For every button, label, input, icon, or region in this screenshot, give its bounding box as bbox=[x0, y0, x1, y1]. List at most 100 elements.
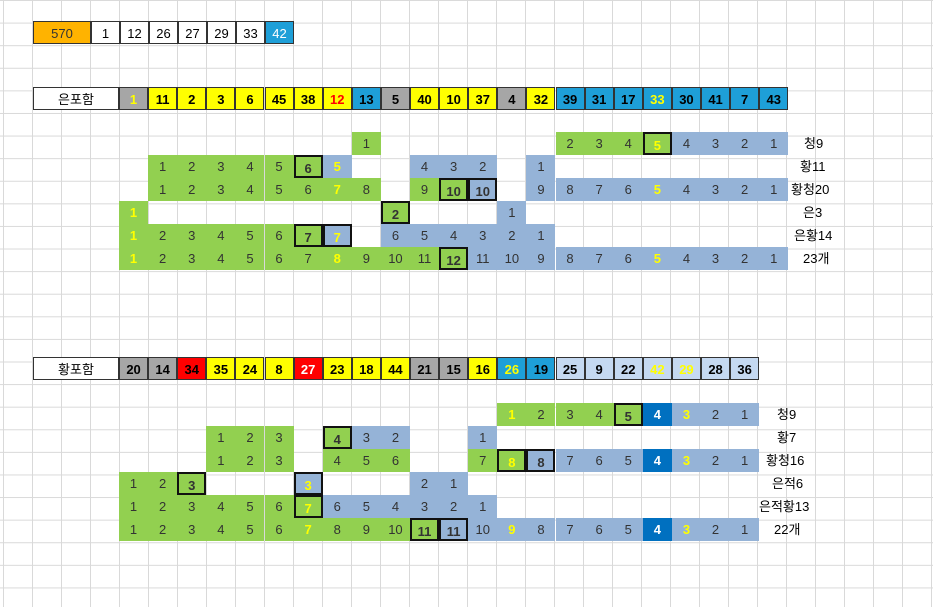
row-label: 청9 bbox=[804, 136, 824, 151]
grid-cell: 2 bbox=[497, 224, 527, 247]
grid-cell: 1 bbox=[497, 201, 527, 224]
number-cell: 23 bbox=[322, 357, 352, 380]
number-cell: 18 bbox=[351, 357, 381, 380]
grid-cell: 5 bbox=[613, 403, 643, 426]
number-cell: 34 bbox=[177, 357, 207, 380]
grid-cell: 4 bbox=[380, 495, 410, 518]
grid-cell: 8 bbox=[526, 518, 556, 541]
number-cell: 3 bbox=[206, 87, 236, 110]
number-cell: 20 bbox=[119, 357, 149, 380]
grid-cell: 3 bbox=[439, 155, 469, 178]
grid-cell: 7 bbox=[322, 178, 352, 201]
grid-cell: 2 bbox=[148, 495, 178, 518]
number-cell: 28 bbox=[701, 357, 731, 380]
grid-cell: 3 bbox=[555, 403, 585, 426]
grid-cell: 11 bbox=[410, 247, 440, 270]
number-cell: 41 bbox=[701, 87, 731, 110]
grid-cell: 1 bbox=[439, 472, 469, 495]
row-label: 은3 bbox=[803, 205, 823, 220]
grid-cell: 2 bbox=[701, 518, 731, 541]
grid-cell: 5 bbox=[322, 155, 352, 178]
grid-cell: 11 bbox=[468, 247, 498, 270]
number-cell: 7 bbox=[730, 87, 760, 110]
grid-cell: 3 bbox=[264, 449, 294, 472]
grid-cell: 8 bbox=[555, 178, 585, 201]
row-label: 은적6 bbox=[772, 476, 804, 491]
number-cell: 16 bbox=[468, 357, 498, 380]
section-label: 황포함 bbox=[33, 357, 119, 380]
grid-cell: 5 bbox=[235, 224, 265, 247]
grid-cell: 3 bbox=[177, 518, 207, 541]
number-cell: 31 bbox=[584, 87, 614, 110]
grid-cell: 9 bbox=[351, 247, 381, 270]
grid-cell: 7 bbox=[293, 518, 323, 541]
grid-cell: 8 bbox=[322, 518, 352, 541]
grid-cell: 4 bbox=[642, 403, 672, 426]
grid-cell: 10 bbox=[380, 247, 410, 270]
grid-cell: 1 bbox=[119, 518, 149, 541]
number-cell: 38 bbox=[293, 87, 323, 110]
grid-cell: 2 bbox=[148, 472, 178, 495]
grid-cell: 4 bbox=[671, 132, 701, 155]
grid-cell: 10 bbox=[468, 518, 498, 541]
grid-cell: 4 bbox=[322, 426, 352, 449]
grid-cell: 1 bbox=[730, 449, 760, 472]
grid-cell: 1 bbox=[468, 426, 498, 449]
grid-cell: 8 bbox=[526, 449, 556, 472]
grid-cell: 6 bbox=[264, 247, 294, 270]
number-cell: 43 bbox=[759, 87, 789, 110]
grid-cell: 3 bbox=[351, 426, 381, 449]
grid-cell: 8 bbox=[497, 449, 527, 472]
grid-cell: 11 bbox=[439, 518, 469, 541]
top-strip-cell: 27 bbox=[178, 21, 207, 44]
grid-cell: 2 bbox=[730, 178, 760, 201]
grid-cell: 1 bbox=[148, 155, 178, 178]
top-strip-cell: 12 bbox=[120, 21, 149, 44]
grid-cell: 6 bbox=[380, 224, 410, 247]
grid-cell: 4 bbox=[671, 247, 701, 270]
grid-cell: 4 bbox=[206, 495, 236, 518]
grid-cell: 4 bbox=[671, 178, 701, 201]
top-strip-cell: 42 bbox=[265, 21, 294, 44]
grid-cell: 7 bbox=[555, 518, 585, 541]
grid-cell: 11 bbox=[410, 518, 440, 541]
grid-cell: 7 bbox=[468, 449, 498, 472]
grid-cell: 10 bbox=[380, 518, 410, 541]
number-cell: 35 bbox=[206, 357, 236, 380]
number-cell: 36 bbox=[730, 357, 760, 380]
grid-cell: 8 bbox=[351, 178, 381, 201]
grid-cell: 3 bbox=[293, 472, 323, 495]
grid-cell: 2 bbox=[439, 495, 469, 518]
grid-cell: 9 bbox=[526, 247, 556, 270]
grid-cell: 12 bbox=[439, 247, 469, 270]
grid-cell: 9 bbox=[351, 518, 381, 541]
grid-cell: 10 bbox=[497, 247, 527, 270]
number-cell: 21 bbox=[410, 357, 440, 380]
grid-cell: 5 bbox=[642, 247, 672, 270]
number-cell: 39 bbox=[555, 87, 585, 110]
grid-cell: 3 bbox=[701, 178, 731, 201]
number-cell: 10 bbox=[439, 87, 469, 110]
grid-cell: 3 bbox=[264, 426, 294, 449]
grid-cell: 6 bbox=[293, 178, 323, 201]
grid-cell: 2 bbox=[730, 247, 760, 270]
grid-cell: 6 bbox=[264, 224, 294, 247]
number-cell: 1 bbox=[119, 87, 149, 110]
grid-cell: 5 bbox=[235, 495, 265, 518]
grid-cell: 5 bbox=[613, 449, 643, 472]
grid-cell: 2 bbox=[148, 247, 178, 270]
grid-cell: 2 bbox=[235, 426, 265, 449]
grid-cell: 9 bbox=[526, 178, 556, 201]
row-label: 22개 bbox=[774, 522, 801, 537]
grid-cell: 2 bbox=[701, 403, 731, 426]
grid-cell: 1 bbox=[119, 224, 149, 247]
row-label: 23개 bbox=[803, 251, 830, 266]
grid-cell: 5 bbox=[235, 518, 265, 541]
number-cell: 9 bbox=[584, 357, 614, 380]
grid-cell: 5 bbox=[642, 178, 672, 201]
top-strip-cell: 570 bbox=[33, 21, 91, 44]
row-label: 청9 bbox=[777, 407, 797, 422]
grid-cell: 2 bbox=[380, 426, 410, 449]
number-cell: 5 bbox=[380, 87, 410, 110]
grid-cell: 4 bbox=[613, 132, 643, 155]
